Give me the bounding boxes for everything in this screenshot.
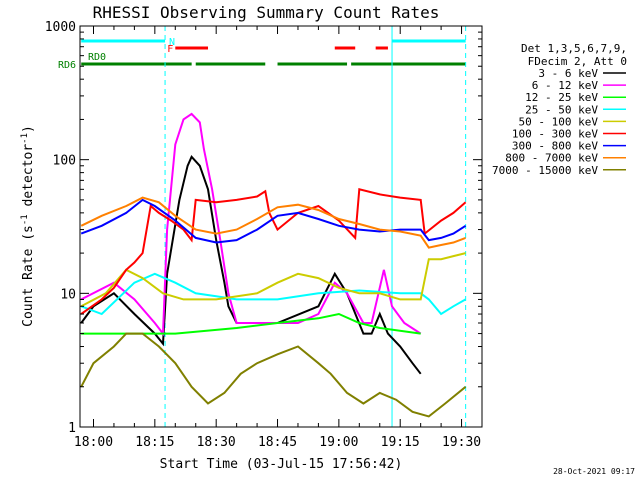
x-axis-label: Start Time (03-Jul-15 17:56:42) <box>160 457 403 472</box>
series-line <box>80 188 467 315</box>
timestamp: 28-Oct-2021 09:17 <box>553 467 635 476</box>
series-line <box>80 112 422 337</box>
legend-label: 25 - 50 keV <box>525 103 598 116</box>
flag-label: N <box>169 37 175 48</box>
legend-label: 3 - 6 keV <box>538 67 598 80</box>
x-tick-label: 18:45 <box>258 435 297 450</box>
legend-label: 6 - 12 keV <box>532 79 599 92</box>
x-tick-label: 19:15 <box>381 435 420 450</box>
y-axis-label-part: Count Rate (s <box>21 225 36 327</box>
y-axis-label-sup: -1 <box>20 214 30 225</box>
flag-label: RD0 <box>88 52 106 63</box>
series-line <box>80 252 466 308</box>
flag-label: F <box>167 44 173 55</box>
y-axis-label-mid: detector <box>21 144 36 215</box>
legend-label: 12 - 25 keV <box>525 91 598 104</box>
legend: Det 1,3,5,6,7,9, FDecim 2, Att 0 3 - 6 k… <box>492 42 627 177</box>
legend-label: 800 - 7000 keV <box>505 152 598 165</box>
series-lines <box>80 112 467 418</box>
y-tick-label: 100 <box>53 154 76 169</box>
chart-title: RHESSI Observing Summary Count Rates <box>93 3 440 22</box>
cyan-markers <box>164 26 467 427</box>
y-axis-label-sup2: -1 <box>20 133 30 144</box>
axes: 18:00 18:15 18:30 18:45 19:00 19:15 19:30 1 10 10… <box>45 20 483 450</box>
series-line <box>81 312 421 335</box>
x-tick-label: 18:00 <box>74 435 113 450</box>
plot-frame <box>79 25 483 428</box>
y-axis-label: Count Rate (s-1 detector-1) <box>20 125 36 327</box>
legend-label: 50 - 100 keV <box>519 115 599 128</box>
flag-label: RD6 <box>58 60 76 71</box>
x-tick-label: 19:30 <box>442 435 481 450</box>
series-line <box>80 154 422 375</box>
legend-label: 300 - 800 keV <box>512 140 598 153</box>
legend-header-1: Det 1,3,5,6,7,9, <box>521 42 627 55</box>
x-tick-label: 19:00 <box>319 435 358 450</box>
y-tick-label: 1000 <box>45 20 76 35</box>
y-tick-label: 1 <box>68 421 76 436</box>
series-line <box>80 332 467 418</box>
y-tick-label: 10 <box>60 287 76 302</box>
legend-label: 100 - 300 keV <box>512 128 598 141</box>
y-axis-label-end: ) <box>21 125 36 133</box>
observing-flags: NF RD0 RD6 <box>58 37 466 71</box>
x-tick-label: 18:15 <box>135 435 174 450</box>
series-line <box>80 196 466 249</box>
x-tick-label: 18:30 <box>197 435 236 450</box>
legend-label: 7000 - 15000 keV <box>492 164 598 177</box>
series-line <box>80 198 467 244</box>
series-line <box>80 272 467 316</box>
legend-header-2: FDecim 2, Att 0 <box>528 55 627 68</box>
